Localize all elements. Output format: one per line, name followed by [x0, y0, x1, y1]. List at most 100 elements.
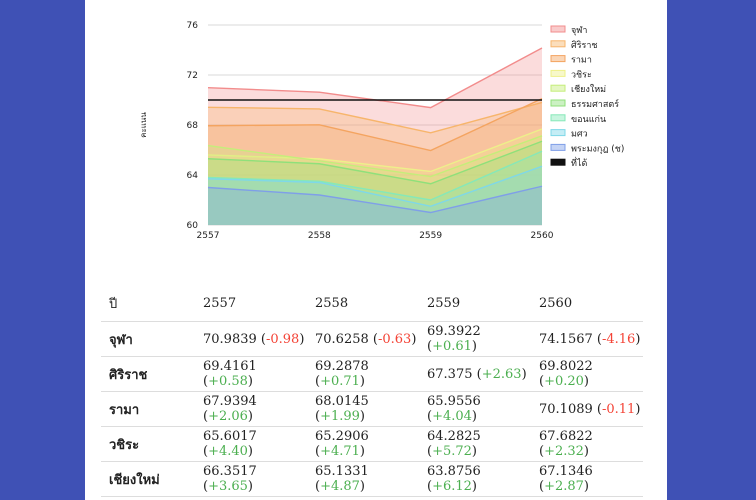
row-name: จุฬา — [101, 321, 195, 357]
y-tick-label: 60 — [187, 221, 199, 231]
score-diff: +2.87 — [544, 479, 584, 494]
score-value: 66.3517 — [203, 464, 257, 479]
row-name: วชิระ — [101, 426, 195, 462]
legend-label: รามา — [571, 56, 592, 66]
series-line — [207, 135, 543, 178]
legend-swatch — [550, 129, 566, 137]
year-header-label: ปี — [101, 285, 195, 322]
score-diff: +4.87 — [320, 479, 360, 494]
score-cell: 70.9839 (-0.98) — [195, 321, 307, 357]
legend-label: ศิริราช — [571, 40, 598, 51]
legend-label: มศว — [571, 130, 588, 140]
score-cell: 69.8022 (+0.20) — [531, 356, 643, 392]
x-tick-label: 2558 — [308, 231, 331, 241]
score-cell: 63.8756 (+6.12) — [419, 461, 531, 497]
y-tick-label: 64 — [187, 171, 199, 181]
score-cell: 65.9556 (+4.04) — [419, 391, 531, 427]
legend-label: ขอนแก่น — [571, 115, 606, 125]
series-line — [207, 128, 543, 173]
score-cell: 67.375 (+2.63) — [419, 356, 531, 392]
score-value: 69.3922 — [427, 324, 481, 339]
score-value: 65.6017 — [203, 429, 257, 444]
score-diff: +4.40 — [208, 444, 248, 459]
legend-label: พระมงกุฎ (ช) — [571, 144, 624, 154]
score-cell: 69.2878 (+0.71) — [307, 356, 419, 392]
row-name: รามา — [101, 391, 195, 427]
legend-swatch — [550, 99, 566, 107]
table-row: เชียงใหม่ 66.3517 (+3.65) 65.1331 (+4.87) 6… — [101, 461, 643, 497]
x-tick-label: 2559 — [419, 231, 442, 241]
score-diff: +3.65 — [208, 479, 248, 494]
score-diff: +2.63 — [481, 366, 522, 382]
score-cell: 67.6822 (+2.32) — [531, 426, 643, 462]
legend-swatch — [550, 84, 566, 92]
series-line — [207, 150, 543, 201]
score-diff: -0.98 — [265, 331, 300, 347]
series-area — [208, 166, 542, 225]
legend-swatch — [550, 25, 566, 33]
score-cell: 66.3517 (+3.65) — [195, 461, 307, 497]
score-diff: +4.71 — [320, 444, 360, 459]
series-line — [207, 140, 543, 185]
score-cell: 67.1346 (+2.87) — [531, 461, 643, 497]
x-tick-label: 2557 — [197, 231, 220, 241]
series-line — [207, 185, 543, 214]
score-value: 67.1346 — [539, 464, 593, 479]
score-cell: 70.1089 (-0.11) — [531, 391, 643, 427]
score-diff: +4.04 — [432, 409, 472, 424]
series-area — [208, 141, 542, 225]
score-diff: +6.12 — [432, 479, 472, 494]
score-value: 70.1089 — [539, 401, 593, 417]
score-value: 63.8756 — [427, 464, 481, 479]
score-diff: +0.58 — [208, 374, 248, 389]
score-value: 67.375 — [427, 366, 473, 382]
table-row: ศิริราช 69.4161 (+0.58) 69.2878 (+0.71) 67.… — [101, 356, 643, 392]
year-header: 2557 — [195, 285, 307, 322]
score-diff: +2.06 — [208, 409, 248, 424]
series-line — [207, 165, 543, 207]
y-tick-label: 76 — [187, 21, 199, 31]
score-cell: 65.1331 (+4.87) — [307, 461, 419, 497]
score-cell: 67.9394 (+2.06) — [195, 391, 307, 427]
year-header: 2558 — [307, 285, 419, 322]
score-value: 69.2878 — [315, 359, 369, 374]
score-cell: 68.0145 (+1.99) — [307, 391, 419, 427]
score-diff: +1.99 — [320, 409, 360, 424]
score-value: 64.2825 — [427, 429, 481, 444]
table-row: วชิระ 65.6017 (+4.40) 65.2906 (+4.71) 64.28… — [101, 426, 643, 462]
legend-swatch — [550, 114, 566, 122]
table-row: รามา 67.9394 (+2.06) 68.0145 (+1.99) 65.955… — [101, 391, 643, 427]
score-diff: +0.20 — [544, 374, 584, 389]
year-header: 2560 — [531, 285, 643, 322]
score-cell: 65.2906 (+4.71) — [307, 426, 419, 462]
score-value: 74.1567 — [539, 331, 593, 347]
legend-label: จุฬา — [571, 25, 587, 36]
score-cell: 69.3922 (+0.61) — [419, 321, 531, 357]
table-header-row: ปี 2557 2558 2559 2560 — [101, 285, 643, 322]
score-diff: +5.72 — [432, 444, 472, 459]
legend-swatch — [550, 143, 566, 151]
score-value: 68.0145 — [315, 394, 369, 409]
score-cell: 64.2825 (+5.72) — [419, 426, 531, 462]
legend-label: ที่ได้ — [571, 156, 587, 169]
score-cell: 69.4161 (+0.58) — [195, 356, 307, 392]
series-area — [208, 186, 542, 225]
score-value: 65.9556 — [427, 394, 481, 409]
series-line — [207, 98, 543, 152]
score-cell: 65.6017 (+4.40) — [195, 426, 307, 462]
score-diff: +0.61 — [432, 339, 472, 354]
area-chart: 60 64 68 72 76 2557 2558 2559 2560 คะแนน จุฬาศิริร… — [139, 21, 624, 241]
score-value: 65.2906 — [315, 429, 369, 444]
score-diff: +0.71 — [320, 374, 360, 389]
score-diff: -4.16 — [601, 331, 636, 347]
score-value: 69.4161 — [203, 359, 257, 374]
score-table: ปี 2557 2558 2559 2560 จุฬา 70.9839 (-0.9… — [101, 285, 643, 497]
series-line — [207, 101, 543, 134]
score-value: 70.9839 — [203, 331, 257, 347]
row-name: ศิริราช — [101, 356, 195, 392]
y-tick-label: 68 — [187, 121, 199, 131]
legend-swatch — [550, 40, 566, 48]
score-diff: +2.32 — [544, 444, 584, 459]
series-area — [208, 102, 542, 225]
legend-label: วชิระ — [571, 69, 592, 80]
